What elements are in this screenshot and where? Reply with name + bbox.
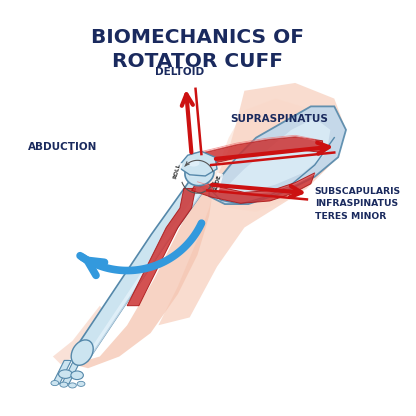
Polygon shape <box>127 188 196 306</box>
Ellipse shape <box>71 340 93 365</box>
Polygon shape <box>178 151 217 176</box>
Ellipse shape <box>77 381 85 386</box>
Polygon shape <box>158 83 346 325</box>
Ellipse shape <box>186 165 201 176</box>
Polygon shape <box>192 137 322 167</box>
Polygon shape <box>192 173 315 203</box>
Ellipse shape <box>71 371 83 379</box>
Text: SLIDE: SLIDE <box>213 173 223 192</box>
Polygon shape <box>73 180 205 361</box>
Text: BIOMECHANICS OF: BIOMECHANICS OF <box>91 29 304 47</box>
Text: DELTOID: DELTOID <box>155 67 205 77</box>
Ellipse shape <box>185 160 214 186</box>
Text: ABDUCTION: ABDUCTION <box>28 142 97 152</box>
Ellipse shape <box>59 370 72 379</box>
Polygon shape <box>209 106 346 204</box>
Text: ROLL: ROLL <box>173 163 182 179</box>
Polygon shape <box>52 360 71 384</box>
Ellipse shape <box>69 383 77 388</box>
Polygon shape <box>84 187 207 359</box>
Polygon shape <box>72 185 213 368</box>
FancyBboxPatch shape <box>0 11 395 405</box>
Polygon shape <box>62 360 81 384</box>
Polygon shape <box>53 306 111 364</box>
Ellipse shape <box>51 381 59 386</box>
Ellipse shape <box>188 160 199 166</box>
Text: ROTATOR CUFF: ROTATOR CUFF <box>112 52 283 71</box>
Polygon shape <box>229 118 330 192</box>
Polygon shape <box>206 99 334 212</box>
Ellipse shape <box>60 382 68 387</box>
Text: SUPRASPINATUS: SUPRASPINATUS <box>230 114 329 124</box>
Text: SUBSCAPULARIS
INFRASPINATUS
TERES MINOR: SUBSCAPULARIS INFRASPINATUS TERES MINOR <box>315 186 401 220</box>
